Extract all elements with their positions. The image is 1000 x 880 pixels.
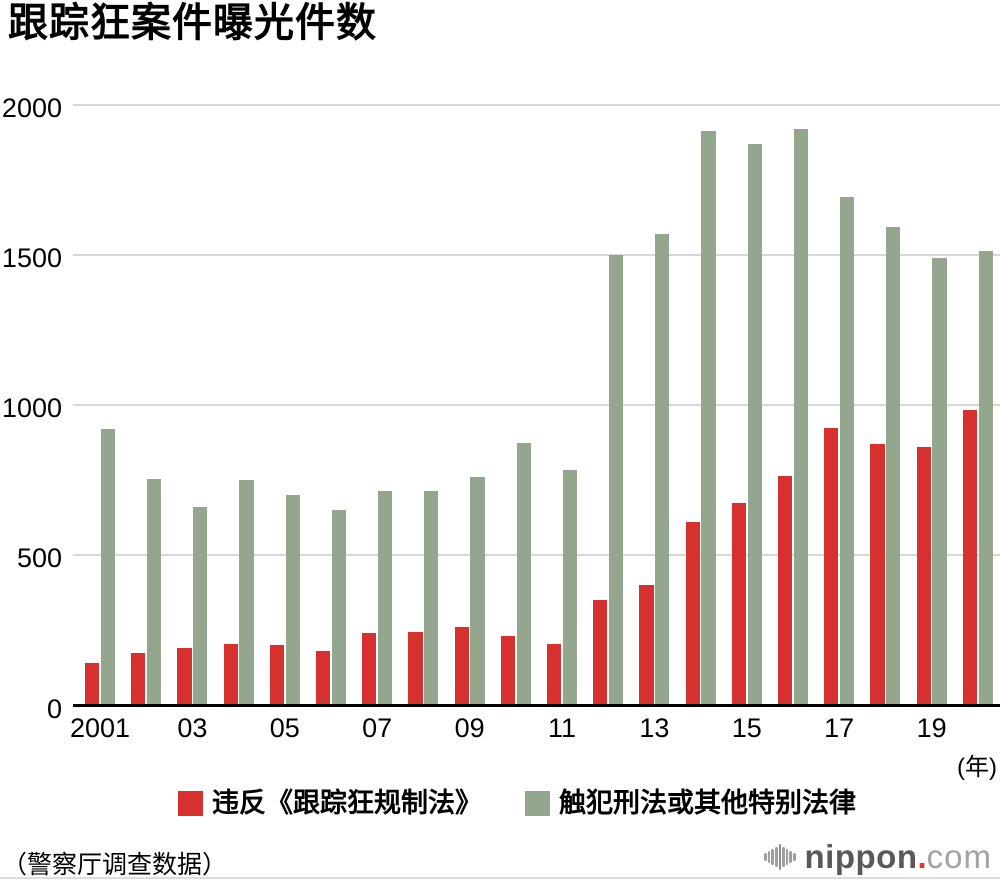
x-tick-11: 11 xyxy=(547,713,577,743)
x-tick-15: 15 xyxy=(731,713,762,743)
bar-2016-criminal-law xyxy=(793,129,808,706)
bar-2016-regulation-law xyxy=(778,475,793,706)
x-tick-17: 17 xyxy=(824,713,855,743)
bar-2019-regulation-law xyxy=(916,447,931,706)
bar-2015-regulation-law xyxy=(731,502,747,706)
legend-label-regulation-law: 违反《跟踪狂规制法》 xyxy=(212,788,482,818)
bar-2011-criminal-law xyxy=(562,469,577,706)
nippon-com-logo: nippon . com xyxy=(764,838,992,875)
bar-2004-criminal-law xyxy=(239,480,254,706)
gridline-2000 xyxy=(73,104,1000,106)
x-tick-09: 09 xyxy=(454,713,485,743)
x-axis-line xyxy=(73,703,1000,707)
bar-2008-regulation-law xyxy=(408,631,423,706)
legend-label-criminal-law: 触犯刑法或其他特别法律 xyxy=(559,788,856,818)
bar-2012-regulation-law xyxy=(593,600,608,706)
bar-2014-criminal-law xyxy=(701,130,716,706)
bar-2017-regulation-law xyxy=(824,427,839,706)
bar-2001-criminal-law xyxy=(100,429,115,706)
bar-2009-criminal-law xyxy=(470,477,485,706)
bar-2014-regulation-law xyxy=(685,522,700,706)
y-tick-500: 500 xyxy=(16,543,62,574)
legend-swatch-regulation-law xyxy=(178,791,203,816)
bar-2002-criminal-law xyxy=(146,478,162,706)
bar-2010-regulation-law xyxy=(500,636,516,706)
bar-2006-regulation-law xyxy=(316,651,331,706)
bar-2020-criminal-law xyxy=(978,250,993,706)
logo-text-light: com xyxy=(926,838,992,875)
bar-2012-criminal-law xyxy=(608,255,624,706)
bar-2001-regulation-law xyxy=(85,663,100,706)
bar-2002-regulation-law xyxy=(131,652,146,706)
x-tick-2001: 2001 xyxy=(69,713,131,743)
x-tick-03: 03 xyxy=(177,713,208,743)
bar-2013-regulation-law xyxy=(639,585,654,706)
bar-2006-criminal-law xyxy=(331,510,346,706)
bottom-divider xyxy=(0,877,1000,879)
bar-2011-regulation-law xyxy=(547,643,562,706)
bar-2003-regulation-law xyxy=(177,648,192,706)
bar-2017-criminal-law xyxy=(839,196,855,706)
bar-2003-criminal-law xyxy=(193,507,208,706)
bar-2007-regulation-law xyxy=(362,633,377,706)
logo-red-dot: . xyxy=(917,838,927,875)
y-tick-1500: 1500 xyxy=(1,243,62,274)
bar-2015-criminal-law xyxy=(747,144,762,706)
bar-2004-regulation-law xyxy=(223,643,238,706)
chart-title: 跟踪狂案件曝光件数 xyxy=(8,1,377,45)
logo-text-bold: nippon xyxy=(804,838,918,875)
bar-2007-criminal-law xyxy=(377,490,393,706)
bar-2013-criminal-law xyxy=(655,234,670,706)
x-axis-unit-label: (年) xyxy=(957,754,997,781)
soundwave-icon xyxy=(764,844,796,870)
source-note: （警察厅调查数据） xyxy=(2,851,228,879)
x-tick-19: 19 xyxy=(916,713,947,743)
gridline-1000 xyxy=(73,404,1000,407)
bar-2018-criminal-law xyxy=(886,226,901,706)
bar-2009-regulation-law xyxy=(454,627,469,706)
x-tick-13: 13 xyxy=(639,713,670,743)
y-tick-0: 0 xyxy=(46,693,62,724)
bar-2010-criminal-law xyxy=(516,442,531,706)
y-tick-2000: 2000 xyxy=(1,93,62,123)
gridline-500 xyxy=(73,554,1000,557)
y-tick-1000: 1000 xyxy=(1,393,62,424)
bar-2018-regulation-law xyxy=(870,444,885,706)
bar-2019-criminal-law xyxy=(932,258,947,706)
x-tick-05: 05 xyxy=(269,713,300,743)
bar-2020-regulation-law xyxy=(962,409,978,706)
bar-2008-criminal-law xyxy=(424,490,439,706)
bar-2005-regulation-law xyxy=(269,645,285,706)
gridline-1500 xyxy=(73,254,1000,257)
x-tick-07: 07 xyxy=(362,713,393,743)
legend-swatch-criminal-law xyxy=(525,791,550,816)
bar-2005-criminal-law xyxy=(285,495,300,706)
